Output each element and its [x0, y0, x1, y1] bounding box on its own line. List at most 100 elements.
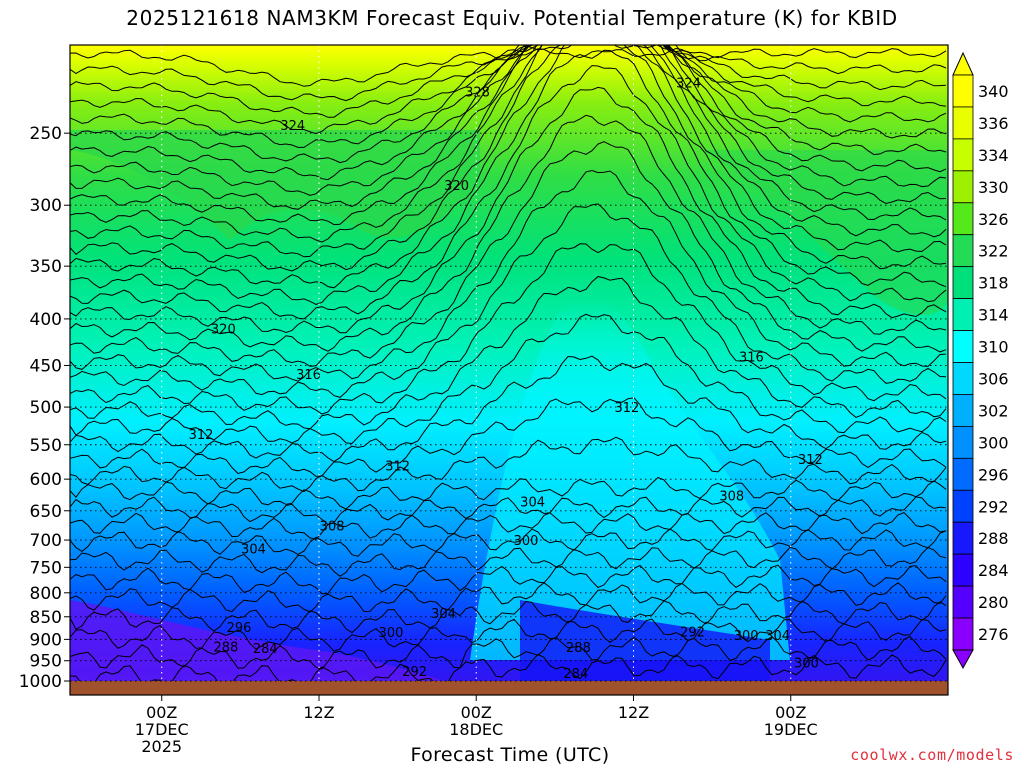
source-credit[interactable]: coolwx.com/models	[850, 746, 1014, 764]
contour-line	[70, 546, 947, 577]
y-tick-label: 500	[30, 398, 62, 418]
colorbar-swatch	[952, 330, 974, 363]
y-tick-label: 600	[30, 470, 62, 490]
contour-label: 304	[520, 496, 545, 511]
y-tick-label: 450	[30, 356, 62, 376]
contour-label: 288	[566, 641, 591, 656]
x-tick-label: 2025	[141, 737, 182, 756]
contour-line	[70, 355, 947, 463]
cold-layer-right	[520, 600, 770, 690]
x-tick-label: 12Z	[618, 703, 649, 722]
contour-line	[70, 45, 947, 243]
contour-label: 300	[379, 626, 404, 641]
theta-e-field	[70, 45, 948, 695]
colorbar-swatch	[952, 617, 974, 651]
y-tick-label: 950	[30, 652, 62, 672]
x-tick-label: 17DEC	[135, 720, 189, 739]
contour-line	[70, 169, 947, 382]
colorbar-swatch	[952, 74, 974, 108]
chart-title: 2025121618 NAM3KM Forecast Equiv. Potent…	[126, 6, 898, 30]
contour-label: 324	[280, 119, 305, 134]
y-tick-label: 300	[30, 196, 62, 216]
contour-label: 284	[563, 667, 588, 682]
contour-label: 284	[253, 642, 278, 657]
contour-label: 312	[615, 401, 640, 416]
y-tick-label: 250	[30, 124, 62, 144]
colorbar-swatch	[952, 457, 974, 491]
contour-line	[70, 45, 947, 210]
contour-line	[70, 45, 947, 272]
warm-plume	[470, 296, 790, 660]
y-tick-label: 1000	[19, 672, 62, 692]
contour-line	[70, 564, 947, 595]
contour-label: 316	[296, 368, 321, 383]
contour-lines	[70, 45, 947, 690]
y-tick-label: 400	[30, 310, 62, 330]
y-axis: 2503003504004505005506006507007508008509…	[19, 124, 70, 692]
contour-label: 312	[385, 460, 410, 475]
contour-label: 304	[765, 629, 790, 644]
contour-line	[70, 582, 947, 613]
colorbar-swatch	[952, 489, 974, 523]
contour-line	[70, 600, 947, 634]
contour-labels: 328 324 324 320 320 316 316 312 312 312 312 308 308 3…	[189, 77, 823, 682]
y-tick-label: 550	[30, 436, 62, 456]
colorbar-label: 292	[978, 497, 1009, 516]
colorbar-swatch	[952, 394, 974, 427]
upper-dry-left	[70, 130, 480, 240]
cold-layer-left	[70, 600, 470, 690]
contour-label: 300	[514, 534, 539, 549]
colorbar-label: 310	[978, 338, 1009, 357]
terrain-strip	[70, 681, 948, 695]
colorbar-swatch	[952, 298, 974, 331]
contour-line	[70, 528, 947, 557]
contour-label: 292	[402, 665, 427, 680]
y-tick-label: 850	[30, 608, 62, 628]
contour-line	[70, 512, 947, 540]
contour-label: 316	[739, 351, 764, 366]
contour-label: 304	[431, 607, 456, 622]
y-tick-label: 900	[30, 630, 62, 650]
colorbar-swatch	[952, 425, 974, 459]
colorbar-swatch	[952, 138, 974, 172]
colorbar-label: 334	[978, 146, 1009, 165]
contour-label: 308	[320, 520, 345, 535]
contour-line	[70, 45, 947, 102]
colorbar-swatch	[952, 234, 974, 268]
colorbar-label: 314	[978, 306, 1009, 325]
colorbar-bottom-arrow	[952, 649, 974, 670]
contour-label: 320	[444, 179, 469, 194]
y-tick-label: 700	[30, 531, 62, 551]
x-tick-label: 00Z	[775, 703, 806, 722]
colorbar-swatch	[952, 266, 974, 300]
contour-label: 328	[465, 86, 490, 101]
colorbar-label: 276	[978, 625, 1009, 644]
x-tick-label: 12Z	[303, 703, 334, 722]
contour-line	[70, 45, 947, 148]
contour-line	[70, 114, 947, 352]
colorbar-label: 336	[978, 114, 1009, 133]
colorbar-swatch	[952, 170, 974, 204]
colorbar-swatch	[952, 106, 974, 140]
colorbar-top-arrow	[952, 51, 974, 76]
y-tick-label: 750	[30, 558, 62, 578]
contour-line	[70, 496, 947, 526]
colorbar-swatch	[952, 362, 974, 395]
contour-line	[70, 436, 947, 493]
y-tick-label: 650	[30, 502, 62, 522]
contour-line	[70, 45, 947, 181]
plot-frame	[69, 44, 949, 696]
x-tick-label: 00Z	[461, 703, 492, 722]
y-tick-label: 800	[30, 584, 62, 604]
x-tick-label: 19DEC	[764, 720, 818, 739]
contour-line	[70, 45, 947, 289]
colorbar-label: 322	[978, 242, 1009, 261]
contour-line	[70, 635, 947, 670]
contour-line	[70, 45, 947, 196]
colorbar-label: 306	[978, 369, 1009, 388]
colorbar-label: 302	[978, 401, 1009, 420]
contour-label: 304	[241, 542, 266, 557]
contour-label: 300	[734, 629, 759, 644]
